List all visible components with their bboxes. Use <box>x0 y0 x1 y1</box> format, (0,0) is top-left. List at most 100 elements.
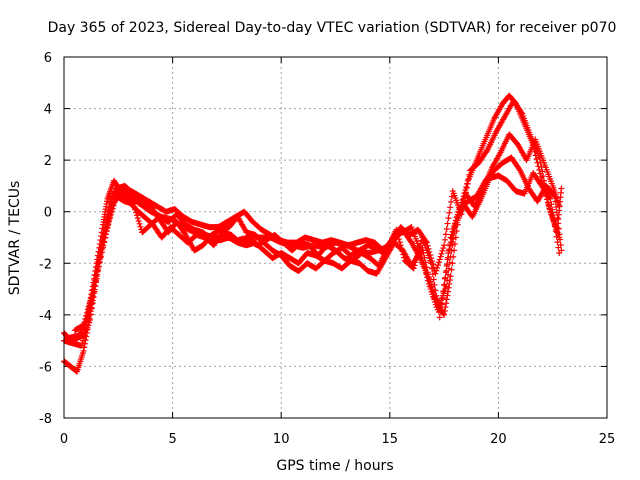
data-point <box>93 273 100 280</box>
data-point <box>448 235 455 242</box>
data-point <box>423 239 430 246</box>
data-point <box>426 248 433 255</box>
data-point <box>99 249 106 256</box>
data-point <box>451 224 458 231</box>
data-point <box>438 250 445 257</box>
axis-ticks <box>63 56 608 419</box>
data-point <box>444 256 451 263</box>
data-point <box>442 269 449 276</box>
data-point <box>412 259 419 266</box>
data-point <box>438 301 445 308</box>
data-point <box>543 191 550 198</box>
data-point <box>464 180 471 187</box>
data-point <box>548 212 555 219</box>
data-point <box>95 263 102 270</box>
data-point <box>536 166 543 173</box>
data-point <box>442 231 449 238</box>
data-point <box>89 292 96 299</box>
data-point <box>102 231 109 238</box>
data-point <box>414 253 421 260</box>
data-point <box>87 302 94 309</box>
data-point <box>435 259 442 266</box>
data-point <box>94 268 101 275</box>
data-point <box>446 259 453 266</box>
data-point <box>433 292 440 299</box>
data-point <box>422 267 429 274</box>
data-point <box>463 184 470 191</box>
data-point <box>85 311 92 318</box>
y-tick-label: -6 <box>39 360 52 375</box>
data-point <box>460 202 467 209</box>
data-point <box>425 277 432 284</box>
data-point <box>92 272 99 279</box>
data-point <box>429 261 436 268</box>
data-point <box>437 253 444 260</box>
data-point <box>104 222 111 229</box>
data-point <box>443 296 450 303</box>
data-point <box>439 247 446 254</box>
data-point <box>415 249 422 256</box>
data-point <box>466 171 473 178</box>
data-point <box>443 225 450 232</box>
y-tick-label: -4 <box>39 309 52 324</box>
data-point <box>435 262 442 269</box>
data-point <box>537 159 544 166</box>
data-point <box>106 215 113 222</box>
y-tick-label: -8 <box>39 412 52 427</box>
plot-frame <box>63 56 608 419</box>
data-point <box>399 248 406 255</box>
data-point <box>432 270 439 277</box>
data-point <box>430 276 437 283</box>
data-point <box>447 253 454 260</box>
data-point <box>436 256 443 263</box>
data-point <box>440 310 447 317</box>
data-point <box>433 267 440 274</box>
data-point <box>465 176 472 183</box>
data-point <box>452 221 459 228</box>
data-point <box>415 246 422 253</box>
data-point <box>106 212 113 219</box>
data-point <box>545 200 552 207</box>
data-point <box>448 198 455 205</box>
data-point <box>84 314 91 321</box>
x-axis-label: GPS time / hours <box>276 458 393 474</box>
data-point <box>420 260 427 267</box>
data-point <box>400 251 407 258</box>
data-point <box>440 288 447 295</box>
data-point <box>555 225 562 232</box>
data-point <box>419 257 426 264</box>
data-point <box>93 268 100 275</box>
data-point <box>550 217 557 224</box>
data-point <box>86 308 93 315</box>
data-point <box>539 168 546 175</box>
data-point <box>555 244 562 251</box>
data-point <box>441 275 448 282</box>
data-point <box>418 250 425 257</box>
data-point <box>447 242 454 249</box>
data-point <box>445 249 452 256</box>
data-point <box>441 236 448 243</box>
series-track-e <box>65 97 565 342</box>
data-point <box>461 198 468 205</box>
data-point <box>107 209 114 216</box>
data-point <box>516 166 523 173</box>
data-point <box>101 239 108 246</box>
data-point <box>544 196 551 203</box>
data-point <box>448 239 455 246</box>
data-point <box>540 173 547 180</box>
data-point <box>396 239 403 246</box>
data-point <box>448 193 455 200</box>
data-point <box>547 209 554 216</box>
data-point <box>135 217 142 224</box>
data-point <box>401 254 408 261</box>
data-point <box>443 262 450 269</box>
y-tick-label: 4 <box>44 103 52 118</box>
data-point <box>434 298 441 305</box>
data-point <box>442 304 449 311</box>
data-point <box>483 148 490 155</box>
y-tick-label: -2 <box>39 257 52 272</box>
data-point <box>397 242 404 249</box>
data-point <box>88 295 95 302</box>
data-point <box>451 240 458 247</box>
